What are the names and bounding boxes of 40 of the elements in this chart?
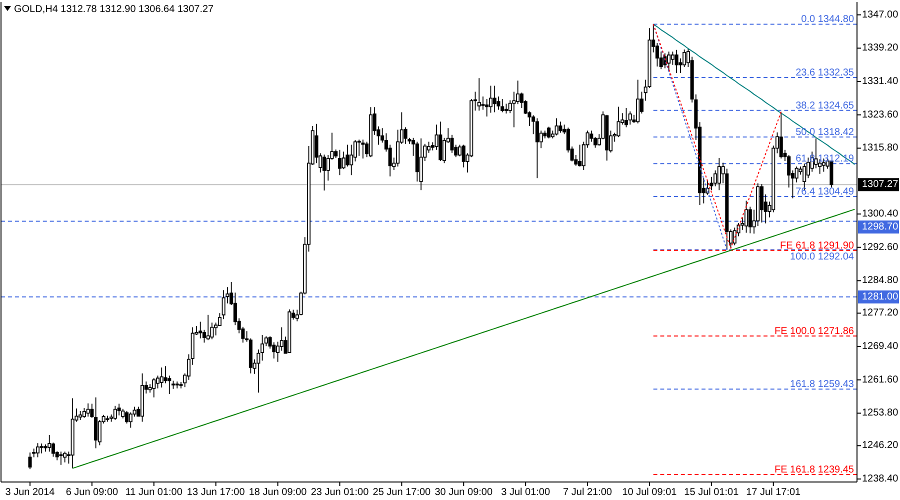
annotation: 23.6 1332.35	[796, 67, 854, 78]
x-tick-label: 6 Jun 09:00	[66, 487, 119, 498]
ref-line-label: 1281.00	[862, 291, 899, 302]
x-tick-label: 30 Jun 09:00	[434, 487, 493, 498]
y-tick-label: 1238.40	[862, 474, 899, 485]
y-tick-label: 1323.60	[862, 109, 899, 120]
y-tick-label: 1315.80	[862, 142, 899, 154]
x-tick-label: 25 Jun 17:00	[372, 487, 432, 498]
annotation: 38.2 1324.65	[796, 100, 854, 112]
annotation: 161.8 1259.43	[790, 379, 854, 390]
annotation: FE 161.8 1239.45	[774, 464, 854, 476]
x-tick-label: 23 Jun 01:00	[310, 487, 370, 498]
x-tick-label: 3 Jul 01:00	[501, 487, 550, 498]
chart-title: GOLD,H4 1312.78 1312.90 1306.64 1307.27	[14, 4, 214, 15]
y-tick-label: 1347.00	[862, 9, 899, 20]
x-tick-label: 10 Jul 09:01	[622, 487, 678, 498]
y-tick-label: 1253.80	[862, 408, 899, 419]
x-tick-label: 11 Jun 01:00	[125, 487, 183, 498]
annotation: FE 100.0 1271.86	[774, 326, 854, 337]
x-tick-label: 3 Jun 2014	[5, 487, 56, 498]
y-tick-label: 1277.20	[862, 308, 899, 319]
x-tick-label: 17 Jul 17:01	[746, 487, 802, 498]
x-tick-label: 7 Jul 21:00	[563, 487, 612, 498]
ref-line-label: 1298.70	[862, 222, 899, 233]
y-tick-label: 1246.20	[862, 440, 899, 452]
y-tick-label: 1269.40	[862, 341, 899, 352]
x-tick-label: 18 Jun 09:00	[248, 487, 308, 498]
y-tick-label: 1331.40	[862, 76, 899, 87]
y-tick-label: 1261.60	[862, 374, 899, 386]
y-tick-label: 1300.40	[862, 208, 899, 220]
ref-line-label: 1307.27	[862, 179, 899, 190]
x-tick-label: 15 Jul 01:01	[684, 487, 740, 498]
annotation: 0.0 1344.80	[801, 14, 854, 26]
annotation: FE 61.8 1291.90	[780, 240, 854, 252]
y-tick-label: 1339.20	[862, 42, 899, 54]
annotation: 100.0 1292.04	[790, 252, 854, 263]
y-tick-label: 1292.60	[862, 242, 899, 253]
y-tick-label: 1284.80	[862, 275, 899, 286]
x-tick-label: 13 Jun 17:00	[186, 487, 246, 498]
annotation: 76.4 1304.49	[796, 186, 854, 198]
